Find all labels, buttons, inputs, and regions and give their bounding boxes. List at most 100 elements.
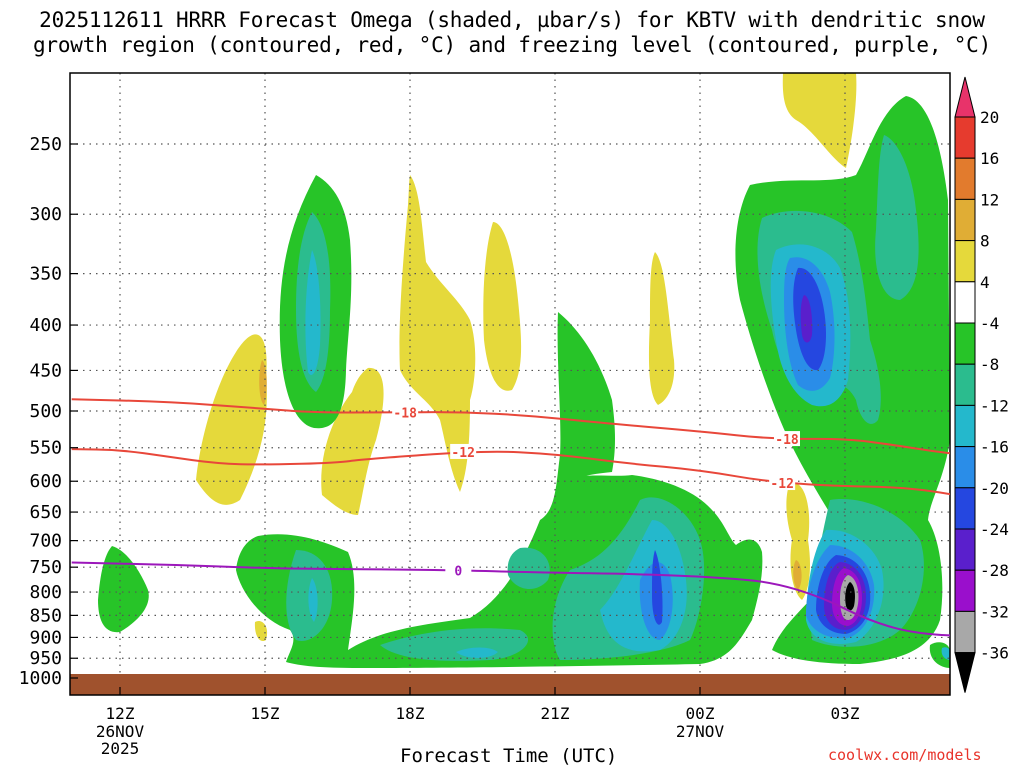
colorbar-label: 8 <box>980 232 990 251</box>
colorbar-label: -36 <box>980 644 1009 663</box>
x-tick-label: 12Z <box>106 704 135 723</box>
colorbar-label: -24 <box>980 520 1009 539</box>
y-tick-label: 400 <box>29 315 62 336</box>
omega-positive-area <box>196 334 267 505</box>
contour--18: -18 -18 <box>71 398 950 455</box>
omega-negative-area <box>652 550 663 625</box>
omega-negative-area <box>507 547 550 590</box>
omega-positive-core <box>259 360 267 405</box>
contour-line <box>71 448 950 496</box>
contour-label: -18 <box>775 433 799 448</box>
chart-title-line-1: 2025112611 HRRR Forecast Omega (shaded, … <box>39 8 985 32</box>
omega-negative-core <box>845 582 855 611</box>
y-tick-label: 800 <box>29 582 62 603</box>
contour--12: -12 -12 <box>71 443 950 496</box>
x-tick-label: 03Z <box>831 704 860 723</box>
colorbar-label: -8 <box>980 355 999 374</box>
y-tick-label: 600 <box>29 471 62 492</box>
colorbar-arrow-bottom <box>954 652 976 693</box>
colorbar-label: -20 <box>980 479 1009 498</box>
colorbar-bin <box>954 198 976 242</box>
y-tick-label: 550 <box>29 438 62 459</box>
colorbar-label: 16 <box>980 149 999 168</box>
colorbar-arrow-top <box>954 76 976 118</box>
contour-label-bg <box>445 562 472 578</box>
x-tick-label: 15Z <box>251 704 280 723</box>
x-axis-title: Forecast Time (UTC) <box>400 745 618 767</box>
watermark: coolwx.com/models <box>828 746 982 764</box>
colorbar-label: -16 <box>980 438 1009 457</box>
y-tick-label: 950 <box>29 648 62 669</box>
colorbar-label: 20 <box>980 108 999 127</box>
contour-label-bg <box>450 443 477 459</box>
y-tick-label: 1000 <box>19 668 62 689</box>
y-tick-label: 250 <box>29 134 62 155</box>
y-tick-label: 650 <box>29 502 62 523</box>
colorbar-bin <box>954 610 976 654</box>
ground-surface <box>70 674 950 695</box>
x-tick-year-label: 2025 <box>101 739 140 758</box>
contour-label-bg <box>774 431 800 447</box>
colorbar-bin <box>954 281 976 324</box>
omega-negative-area <box>98 546 149 633</box>
colorbar-label: -4 <box>980 314 999 333</box>
omega-positive-core <box>793 560 802 590</box>
omega-negative-area <box>308 578 318 622</box>
x-tick-date-label: 26NOV <box>96 722 145 741</box>
contour-line <box>71 398 950 455</box>
omega-positive-area <box>648 252 675 405</box>
chart-title: 2025112611 HRRR Forecast Omega (shaded, … <box>0 8 1024 58</box>
colorbar-bin <box>954 157 976 200</box>
x-tick-label: 18Z <box>396 704 425 723</box>
colorbar-bin <box>954 404 976 448</box>
contour-0: 0 <box>71 561 950 637</box>
plot-frame <box>69 72 951 696</box>
contour-label-bg <box>769 475 796 491</box>
colorbar-label: -32 <box>980 602 1009 621</box>
contour-label-bg <box>392 404 419 420</box>
colorbar: 20 16 12 8 4 -4 -8 -12 -16 -20 -24 -28 -32 -36 <box>954 76 1009 693</box>
omega-negative-area <box>875 135 919 300</box>
colorbar-bin <box>954 240 976 283</box>
contour-label: -12 <box>451 446 474 461</box>
colorbar-bin <box>954 528 976 571</box>
omega-negative-area <box>941 647 950 660</box>
colorbar-bin <box>954 569 976 612</box>
colorbar-label: -28 <box>980 561 1009 580</box>
omega-negative-area <box>456 647 498 658</box>
y-tick-label: 750 <box>29 557 62 578</box>
y-tick-label: 300 <box>29 204 62 225</box>
omega-positive-area <box>321 367 384 515</box>
contour-label: -12 <box>770 477 793 492</box>
x-tick-date-label: 27NOV <box>676 722 725 741</box>
y-axis-ticks: 2503003504004505005506006507007508008509… <box>19 134 78 689</box>
omega-negative-area <box>305 250 321 375</box>
contour-label: -18 <box>393 406 417 421</box>
colorbar-bin <box>954 363 976 406</box>
y-tick-label: 350 <box>29 264 62 285</box>
contour-lines: -18 -18 -12 -12 0 <box>71 398 950 637</box>
omega-positive-area <box>254 620 268 642</box>
contour-label: 0 <box>454 564 462 579</box>
chart-title-line-2: growth region (contoured, red, °C) and f… <box>32 33 992 57</box>
contour-line <box>71 561 950 637</box>
y-tick-label: 500 <box>29 401 62 422</box>
y-tick-label: 700 <box>29 531 62 552</box>
omega-negative-area <box>800 295 813 343</box>
y-tick-label: 450 <box>29 360 62 381</box>
colorbar-bin <box>954 116 976 159</box>
colorbar-label: 4 <box>980 273 990 292</box>
omega-positive-area <box>483 222 522 391</box>
colorbar-bin <box>954 446 976 489</box>
colorbar-bin <box>954 487 976 530</box>
y-tick-label: 900 <box>29 627 62 648</box>
x-tick-label: 21Z <box>541 704 570 723</box>
colorbar-label: 12 <box>980 190 999 209</box>
grid-lines <box>70 73 950 679</box>
omega-shading <box>98 73 950 668</box>
colorbar-bin <box>954 322 976 365</box>
y-tick-label: 850 <box>29 605 62 626</box>
x-tick-label: 00Z <box>686 704 715 723</box>
